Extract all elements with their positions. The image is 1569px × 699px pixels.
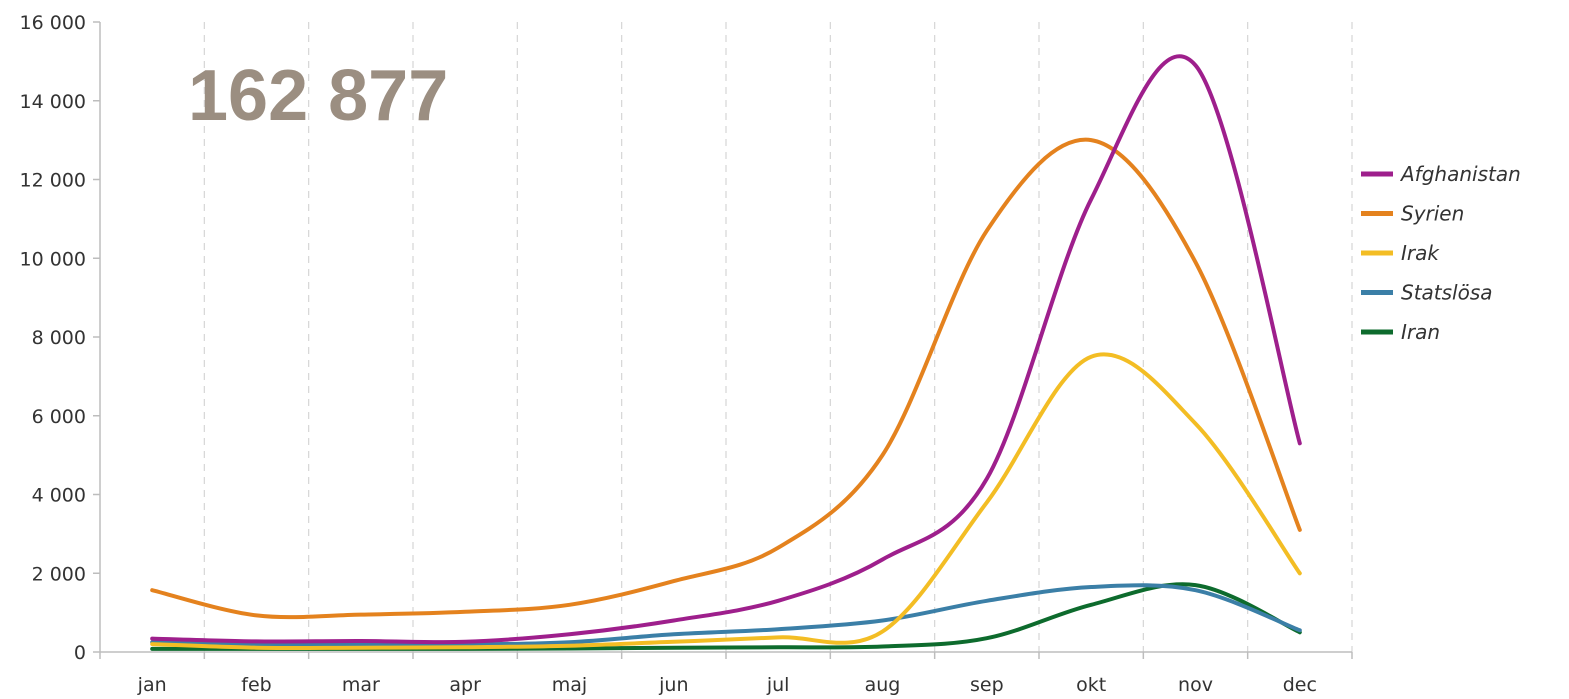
- x-tick-label: maj: [552, 674, 587, 696]
- series-line-afghanistan: [150, 54, 1302, 645]
- x-tick-label: nov: [1178, 674, 1213, 696]
- series-line-irak: [150, 352, 1302, 650]
- y-tick-label: 8 000: [32, 327, 86, 349]
- y-tick-label: 14 000: [20, 91, 86, 113]
- y-tick-label: 10 000: [20, 248, 86, 270]
- x-tick-label: apr: [449, 674, 481, 696]
- y-tick-label: 12 000: [20, 170, 86, 192]
- legend-label-syrien: Syrien: [1401, 202, 1464, 226]
- series-line-syrien: [150, 137, 1302, 620]
- legend-label-irak: Irak: [1401, 241, 1440, 265]
- total-number: 162 877: [188, 56, 448, 136]
- y-tick-label: 0: [74, 642, 86, 664]
- series-line-statslsa: [150, 583, 1302, 648]
- x-tick-label: sep: [970, 674, 1004, 696]
- y-tick-label: 2 000: [32, 563, 86, 585]
- x-tick-label: dec: [1283, 674, 1317, 696]
- y-tick-label: 6 000: [32, 406, 86, 428]
- y-tick-label: 4 000: [32, 485, 86, 507]
- x-tick-label: jun: [658, 674, 688, 696]
- x-tick-label: mar: [342, 674, 380, 696]
- series-layer: [150, 54, 1302, 651]
- legend-label-afghanistan: Afghanistan: [1399, 162, 1521, 186]
- x-tick-label: jul: [766, 674, 790, 696]
- x-tick-label: okt: [1076, 674, 1106, 696]
- legend: Afghanistan Syrien Irak Statslösa Iran: [1361, 162, 1521, 344]
- y-tick-label: 16 000: [20, 12, 86, 34]
- axis-layer: 0 2 000 4 000 6 000 8 000 10 000 12 000 14 000 1…: [20, 12, 1353, 696]
- x-tick-label: aug: [865, 674, 901, 696]
- legend-label-statslsa: Statslösa: [1401, 281, 1493, 305]
- x-tick-label: jan: [137, 674, 167, 696]
- x-tick-label: feb: [241, 674, 271, 696]
- legend-label-iran: Iran: [1401, 320, 1440, 344]
